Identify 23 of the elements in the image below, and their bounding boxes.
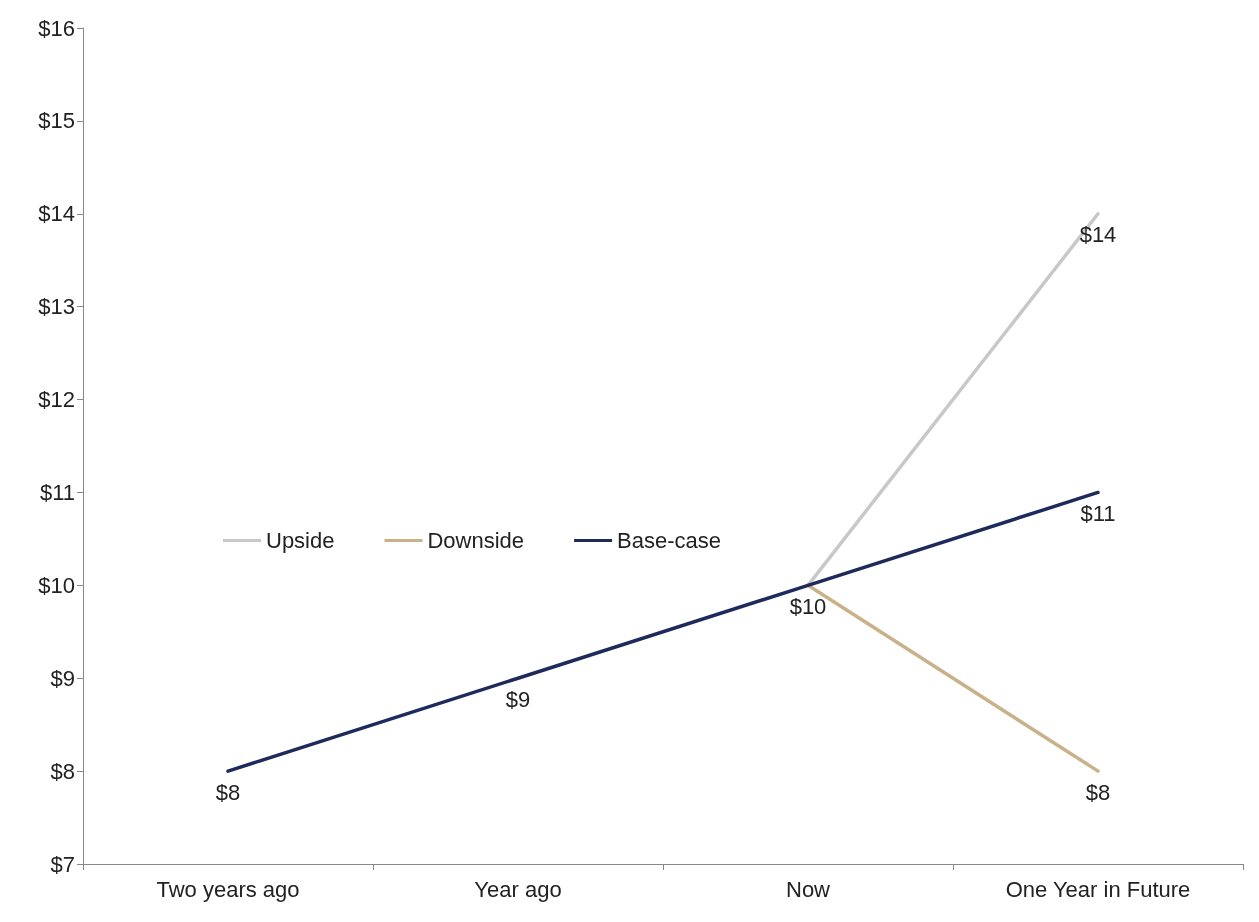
x-tick-label: Two years ago xyxy=(156,876,300,902)
y-tick-label: $9 xyxy=(50,665,75,691)
x-tick-label: Now xyxy=(785,876,831,902)
y-tick-label: $12 xyxy=(38,387,75,413)
y-tick-label: $16 xyxy=(38,15,75,41)
data-label: $8 xyxy=(1085,779,1111,805)
y-tick-label: $11 xyxy=(39,479,75,505)
data-label: $9 xyxy=(505,686,531,712)
y-tick-label: $14 xyxy=(38,201,75,227)
x-tick-label: Year ago xyxy=(474,876,562,902)
data-label: $14 xyxy=(1079,222,1117,248)
legend-label: Base-case xyxy=(617,527,722,553)
y-tick-label: $8 xyxy=(50,758,75,784)
legend-label: Upside xyxy=(266,527,335,553)
data-label: $10 xyxy=(789,593,827,619)
y-tick-label: $7 xyxy=(50,851,75,877)
y-tick-label: $15 xyxy=(38,108,75,134)
y-tick-label: $13 xyxy=(38,294,75,320)
y-tick-label: $10 xyxy=(38,572,75,598)
x-tick-label: One Year in Future xyxy=(1005,876,1191,902)
legend-label: Downside xyxy=(427,527,525,553)
data-label: $8 xyxy=(215,779,241,805)
data-label: $11 xyxy=(1080,500,1116,526)
